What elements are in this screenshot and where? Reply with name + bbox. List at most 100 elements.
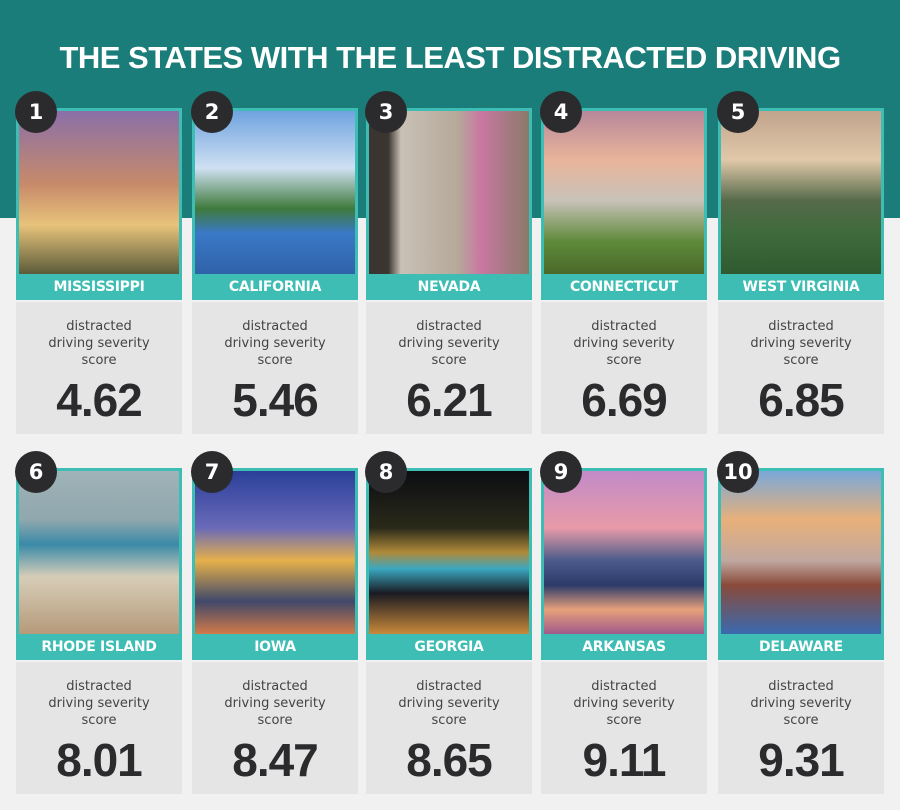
- rank-badge: 6: [15, 451, 57, 493]
- score-caption: distracted driving severity score: [718, 318, 884, 369]
- caption-line: driving severity: [48, 336, 150, 351]
- severity-score: 8.65: [406, 734, 493, 786]
- rank-badge: 1: [15, 91, 57, 133]
- caption-line: driving severity: [224, 336, 326, 351]
- caption-line: driving severity: [398, 696, 500, 711]
- state-name: GEORGIA: [366, 634, 532, 660]
- state-photo: 3: [365, 91, 532, 274]
- score-box: distracted driving severity score 9.31: [718, 662, 884, 794]
- state-card: 6 RHODE ISLAND distracted driving severi…: [15, 451, 182, 794]
- rank-badge: 10: [717, 451, 759, 493]
- rank-badge: 2: [191, 91, 233, 133]
- caption-line: distracted: [591, 679, 657, 694]
- state-name: WEST VIRGINIA: [718, 274, 884, 300]
- state-photo: 9: [540, 451, 707, 634]
- caption-line: score: [81, 713, 117, 728]
- state-name: CALIFORNIA: [192, 274, 358, 300]
- severity-score: 4.62: [56, 374, 143, 426]
- caption-line: driving severity: [750, 696, 852, 711]
- severity-score: 9.11: [582, 734, 667, 786]
- page-title: THE STATES WITH THE LEAST DISTRACTED DRI…: [59, 40, 841, 75]
- caption-line: distracted: [768, 319, 834, 334]
- state-card: 10 DELAWARE distracted driving severity …: [717, 451, 884, 794]
- caption-line: score: [606, 353, 642, 368]
- caption-line: score: [783, 713, 819, 728]
- caption-line: score: [431, 353, 467, 368]
- rank-badge: 9: [540, 451, 582, 493]
- severity-score: 5.46: [232, 374, 319, 426]
- severity-score: 8.47: [232, 734, 319, 786]
- severity-score: 6.69: [581, 374, 668, 426]
- caption-line: driving severity: [398, 336, 500, 351]
- score-caption: distracted driving severity score: [718, 678, 884, 729]
- caption-line: score: [431, 713, 467, 728]
- score-caption: distracted driving severity score: [541, 318, 707, 369]
- score-box: distracted driving severity score 8.65: [366, 662, 532, 794]
- state-photo: 10: [717, 451, 884, 634]
- rank-badge: 5: [717, 91, 759, 133]
- caption-line: distracted: [768, 679, 834, 694]
- score-box: distracted driving severity score 8.47: [192, 662, 358, 794]
- state-name: DELAWARE: [718, 634, 884, 660]
- state-photo: 5: [717, 91, 884, 274]
- state-photo: 7: [191, 451, 358, 634]
- severity-score: 8.01: [56, 734, 143, 786]
- caption-line: score: [257, 353, 293, 368]
- state-card: 9 ARKANSAS distracted driving severity s…: [540, 451, 707, 794]
- score-box: distracted driving severity score 9.11: [541, 662, 707, 794]
- score-caption: distracted driving severity score: [366, 318, 532, 369]
- state-card: 1 MISSISSIPPI distracted driving severit…: [15, 91, 182, 434]
- score-box: distracted driving severity score 6.21: [366, 302, 532, 434]
- state-photo: 8: [365, 451, 532, 634]
- caption-line: distracted: [242, 679, 308, 694]
- caption-line: distracted: [416, 319, 482, 334]
- severity-score: 6.21: [406, 374, 493, 426]
- state-photo: 1: [15, 91, 182, 274]
- rank-badge: 7: [191, 451, 233, 493]
- caption-line: distracted: [242, 319, 308, 334]
- rank-badge: 8: [365, 451, 407, 493]
- caption-line: distracted: [591, 319, 657, 334]
- state-photo: 2: [191, 91, 358, 274]
- score-caption: distracted driving severity score: [16, 678, 182, 729]
- severity-score: 9.31: [758, 734, 845, 786]
- caption-line: score: [606, 713, 642, 728]
- caption-line: driving severity: [573, 696, 675, 711]
- caption-line: distracted: [66, 679, 132, 694]
- caption-line: driving severity: [48, 696, 150, 711]
- caption-line: driving severity: [573, 336, 675, 351]
- caption-line: driving severity: [750, 336, 852, 351]
- caption-line: score: [257, 713, 293, 728]
- state-photo: 4: [540, 91, 707, 274]
- caption-line: score: [783, 353, 819, 368]
- state-name: CONNECTICUT: [541, 274, 707, 300]
- state-name: NEVADA: [366, 274, 532, 300]
- score-box: distracted driving severity score 4.62: [16, 302, 182, 434]
- state-card: 7 IOWA distracted driving severity score…: [191, 451, 358, 794]
- state-card: 2 CALIFORNIA distracted driving severity…: [191, 91, 358, 434]
- score-caption: distracted driving severity score: [366, 678, 532, 729]
- rank-badge: 4: [540, 91, 582, 133]
- state-name: MISSISSIPPI: [16, 274, 182, 300]
- state-photo: 6: [15, 451, 182, 634]
- state-card: 5 WEST VIRGINIA distracted driving sever…: [717, 91, 884, 434]
- caption-line: distracted: [66, 319, 132, 334]
- score-caption: distracted driving severity score: [192, 318, 358, 369]
- caption-line: distracted: [416, 679, 482, 694]
- state-card: 8 GEORGIA distracted driving severity sc…: [365, 451, 532, 794]
- state-card: 3 NEVADA distracted driving severity sco…: [365, 91, 532, 434]
- severity-score: 6.85: [758, 374, 845, 426]
- state-name: IOWA: [192, 634, 358, 660]
- state-card: 4 CONNECTICUT distracted driving severit…: [540, 91, 707, 434]
- score-caption: distracted driving severity score: [16, 318, 182, 369]
- score-caption: distracted driving severity score: [541, 678, 707, 729]
- rank-badge: 3: [365, 91, 407, 133]
- score-box: distracted driving severity score 6.69: [541, 302, 707, 434]
- state-name: ARKANSAS: [541, 634, 707, 660]
- caption-line: driving severity: [224, 696, 326, 711]
- score-box: distracted driving severity score 6.85: [718, 302, 884, 434]
- score-box: distracted driving severity score 5.46: [192, 302, 358, 434]
- caption-line: score: [81, 353, 117, 368]
- score-caption: distracted driving severity score: [192, 678, 358, 729]
- score-box: distracted driving severity score 8.01: [16, 662, 182, 794]
